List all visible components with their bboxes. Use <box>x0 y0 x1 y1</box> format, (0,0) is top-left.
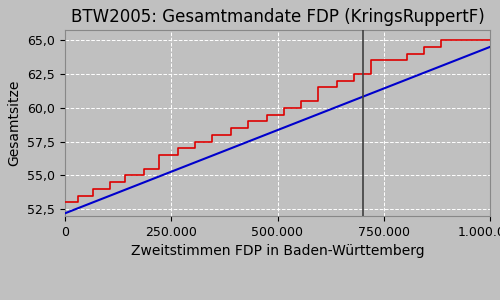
Title: BTW2005: Gesamtmandate FDP (KringsRuppertF): BTW2005: Gesamtmandate FDP (KringsRupper… <box>70 8 484 26</box>
X-axis label: Zweitstimmen FDP in Baden-Württemberg: Zweitstimmen FDP in Baden-Württemberg <box>130 244 424 258</box>
Y-axis label: Gesamtsitze: Gesamtsitze <box>8 80 22 166</box>
